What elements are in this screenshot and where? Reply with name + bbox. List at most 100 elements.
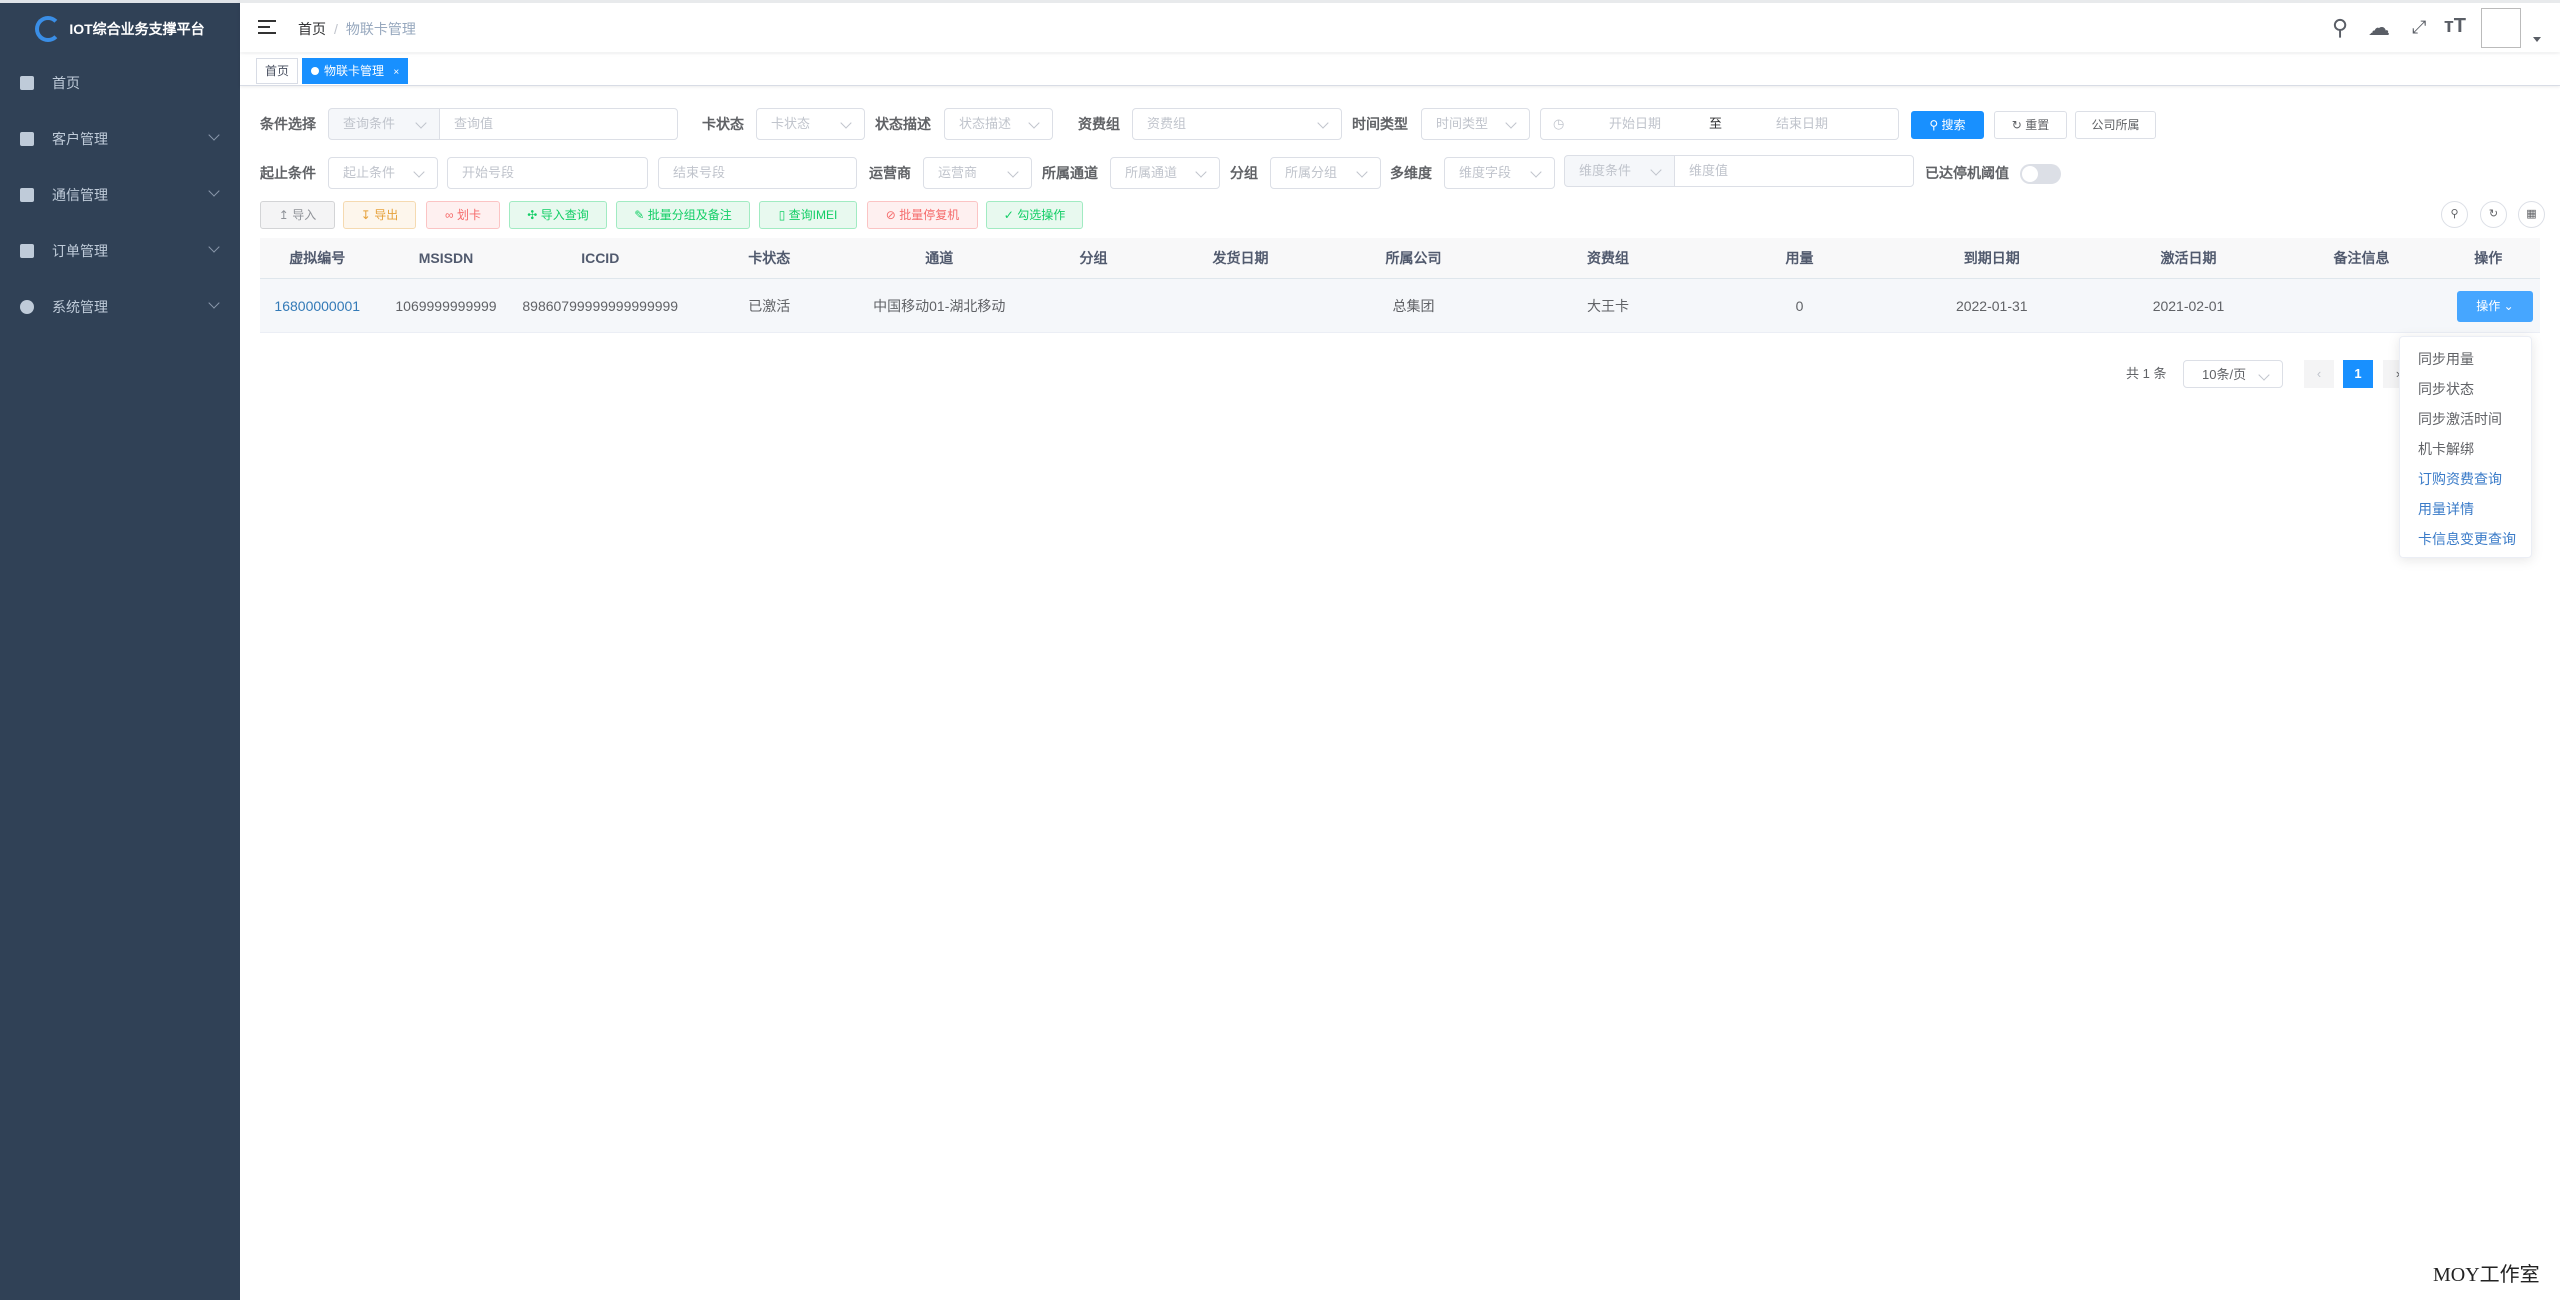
caret-down-icon[interactable] (2533, 37, 2541, 46)
page-size-select[interactable]: 10条/页 (2183, 360, 2283, 388)
reset-label: 重置 (2025, 118, 2050, 132)
bar-chart-icon (20, 244, 34, 258)
end-segment-input[interactable]: 结束号段 (658, 157, 857, 189)
import-query-button[interactable]: ✣ 导入查询 (509, 201, 607, 229)
page-1-button[interactable]: 1 (2343, 360, 2373, 388)
button-label: 查询IMEI (788, 208, 838, 222)
tag-iot-card[interactable]: 物联卡管理 × (302, 58, 409, 84)
font-size-icon[interactable]: тT (2444, 15, 2467, 37)
column-header: 资费组 (1510, 238, 1706, 279)
fullscreen-icon[interactable]: ⤢ (2412, 17, 2427, 37)
start-date-input[interactable]: 开始日期 (1609, 116, 1662, 131)
pagination-total: 共 1 条 (2126, 366, 2167, 381)
operation-dropdown-button[interactable]: 操作 ⌄ (2457, 291, 2533, 322)
cloud-download-icon[interactable]: ☁ (2368, 15, 2390, 40)
search-icon[interactable]: ⚲ (2332, 15, 2349, 40)
column-header: 操作 (2436, 238, 2540, 279)
sidebar-item-home[interactable]: 首页 (0, 55, 240, 111)
dropdown-item[interactable]: 同步用量 (2418, 351, 2474, 367)
breadcrumb-home[interactable]: 首页 (298, 21, 326, 37)
table-cell (1164, 279, 1317, 333)
chevron-down-icon (208, 297, 220, 309)
prev-page-button[interactable]: ‹ (2304, 360, 2334, 388)
virtual-number-link[interactable]: 16800000001 (260, 279, 375, 333)
condition-value-input[interactable]: 查询值 (439, 108, 678, 140)
table-cell (2286, 279, 2437, 333)
dimension-field-select[interactable]: 维度字段 (1444, 157, 1555, 189)
start-segment-input[interactable]: 开始号段 (447, 157, 648, 189)
table-cell: 中国移动01-湖北移动 (855, 279, 1023, 333)
refresh-icon[interactable]: ↻ (2480, 201, 2507, 228)
filter-label: 条件选择 (260, 116, 316, 132)
table-cell: 已激活 (683, 279, 856, 333)
export-button[interactable]: ↧ 导出 (343, 201, 416, 229)
import-button[interactable]: ↥ 导入 (260, 201, 335, 229)
filter-label: 运营商 (869, 165, 911, 181)
transfer-card-button[interactable]: ∞ 划卡 (426, 201, 500, 229)
hamburger-icon[interactable] (258, 20, 276, 34)
column-header: 卡状态 (683, 238, 856, 279)
channel-select[interactable]: 所属通道 (1110, 157, 1220, 189)
dropdown-item[interactable]: 卡信息变更查询 (2418, 531, 2516, 547)
sidebar-item-communication[interactable]: 通信管理 (0, 167, 240, 223)
column-header: ICCID (517, 238, 683, 279)
table-cell (1023, 279, 1164, 333)
gear-icon (20, 300, 34, 314)
search-button[interactable]: ⚲ 搜索 (1911, 111, 1984, 139)
status-desc-select[interactable]: 状态描述 (944, 108, 1053, 140)
group-select[interactable]: 所属分组 (1270, 157, 1381, 189)
dimension-value-input[interactable]: 维度值 (1674, 155, 1914, 187)
watermark: MOY工作室 (2433, 1264, 2540, 1286)
card-status-select[interactable]: 卡状态 (756, 108, 865, 140)
table-cell: 1069999999999 (374, 279, 518, 333)
dropdown-item[interactable]: 用量详情 (2418, 501, 2474, 517)
filter-label: 分组 (1230, 165, 1258, 181)
filter-label: 时间类型 (1352, 116, 1408, 132)
reset-button[interactable]: ↻ 重置 (1994, 111, 2067, 139)
book-icon (20, 188, 34, 202)
chevron-down-icon (208, 129, 220, 141)
end-date-input[interactable]: 结束日期 (1776, 116, 1829, 131)
query-imei-button[interactable]: ▯ 查询IMEI (759, 201, 857, 229)
tariff-select[interactable]: 资费组 (1132, 108, 1342, 140)
sidebar-item-customer[interactable]: 客户管理 (0, 111, 240, 167)
button-label: 操作 (2476, 299, 2501, 313)
tag-home[interactable]: 首页 (256, 58, 299, 84)
dropdown-item[interactable]: 订购资费查询 (2418, 471, 2502, 487)
sidebar: IOT综合业务支撑平台 首页 客户管理 通信管理 订单管理 系统管理 (0, 0, 240, 1300)
chevron-down-icon (208, 185, 220, 197)
button-label: 批量分组及备注 (647, 208, 732, 222)
columns-icon[interactable]: ▦ (2518, 201, 2545, 228)
tags-view: 首页 物联卡管理 × (240, 54, 2560, 86)
toggle-search-icon[interactable]: ⚲ (2441, 201, 2468, 228)
date-range-picker[interactable]: ◷ 开始日期 至 结束日期 (1540, 108, 1899, 140)
column-header: 分组 (1023, 238, 1164, 279)
tag-label: 物联卡管理 (324, 64, 385, 78)
logo: IOT综合业务支撑平台 (0, 3, 240, 55)
company-button[interactable]: 公司所属 (2075, 111, 2156, 139)
batch-stop-button[interactable]: ⊘ 批量停复机 (867, 201, 978, 229)
dot-icon (311, 67, 319, 75)
condition-select[interactable]: 查询条件 (328, 108, 440, 140)
dropdown-item[interactable]: 同步激活时间 (2418, 411, 2502, 427)
sidebar-item-order[interactable]: 订单管理 (0, 223, 240, 279)
check-icon: ✓ (1003, 208, 1018, 222)
threshold-switch[interactable] (2020, 164, 2061, 184)
sidebar-item-system[interactable]: 系统管理 (0, 279, 240, 335)
table-cell: 总集团 (1317, 279, 1510, 333)
avatar[interactable] (2481, 8, 2521, 48)
dropdown-item[interactable]: 同步状态 (2418, 381, 2474, 397)
dropdown-item[interactable]: 机卡解绑 (2418, 441, 2474, 457)
chevron-down-icon (208, 241, 220, 253)
dimension-condition-select[interactable]: 维度条件 (1564, 155, 1675, 187)
range-select[interactable]: 起止条件 (328, 157, 438, 189)
operator-select[interactable]: 运营商 (923, 157, 1032, 189)
close-icon[interactable]: × (393, 67, 400, 78)
batch-group-button[interactable]: ✎ 批量分组及备注 (616, 201, 750, 229)
sidebar-item-label: 订单管理 (52, 243, 108, 259)
dashboard-icon (20, 76, 34, 90)
time-type-select[interactable]: 时间类型 (1421, 108, 1530, 140)
check-operation-button[interactable]: ✓ 勾选操作 (986, 201, 1083, 229)
filter-label: 已达停机阈值 (1925, 165, 2009, 181)
column-header: MSISDN (374, 238, 518, 279)
